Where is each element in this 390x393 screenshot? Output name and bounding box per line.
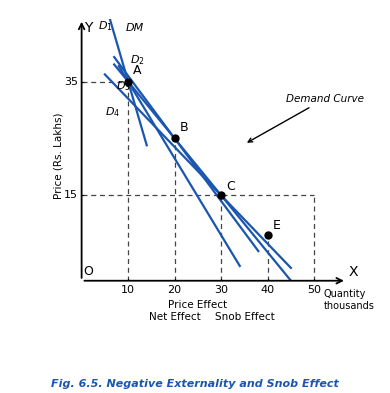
Text: $D_3$: $D_3$ <box>117 79 131 93</box>
Text: Y: Y <box>84 21 92 35</box>
Text: B: B <box>180 121 189 134</box>
Text: DM: DM <box>126 23 144 33</box>
Text: O: O <box>83 265 93 279</box>
Text: $D_2$: $D_2$ <box>130 53 145 67</box>
Text: E: E <box>273 219 281 232</box>
Text: C: C <box>227 180 236 193</box>
Text: 35: 35 <box>64 77 78 86</box>
Text: 40: 40 <box>261 285 275 295</box>
Text: 30: 30 <box>214 285 228 295</box>
Text: 15: 15 <box>64 190 78 200</box>
Text: Fig. 6.5. Negative Externality and Snob Effect: Fig. 6.5. Negative Externality and Snob … <box>51 379 339 389</box>
Text: Demand Curve: Demand Curve <box>248 94 364 142</box>
Text: Price (Rs. Lakhs): Price (Rs. Lakhs) <box>53 112 63 199</box>
Text: Quantity
thousands: Quantity thousands <box>323 289 374 311</box>
Text: 20: 20 <box>168 285 182 295</box>
Text: Net Effect: Net Effect <box>149 312 200 322</box>
Text: Price Effect: Price Effect <box>168 299 227 310</box>
Text: X: X <box>349 265 358 279</box>
Text: 10: 10 <box>121 285 135 295</box>
Text: $D_1$: $D_1$ <box>98 19 113 33</box>
Text: $D_4$: $D_4$ <box>105 105 120 119</box>
Text: A: A <box>133 64 141 77</box>
Text: 50: 50 <box>307 285 321 295</box>
Text: Snob Effect: Snob Effect <box>215 312 274 322</box>
